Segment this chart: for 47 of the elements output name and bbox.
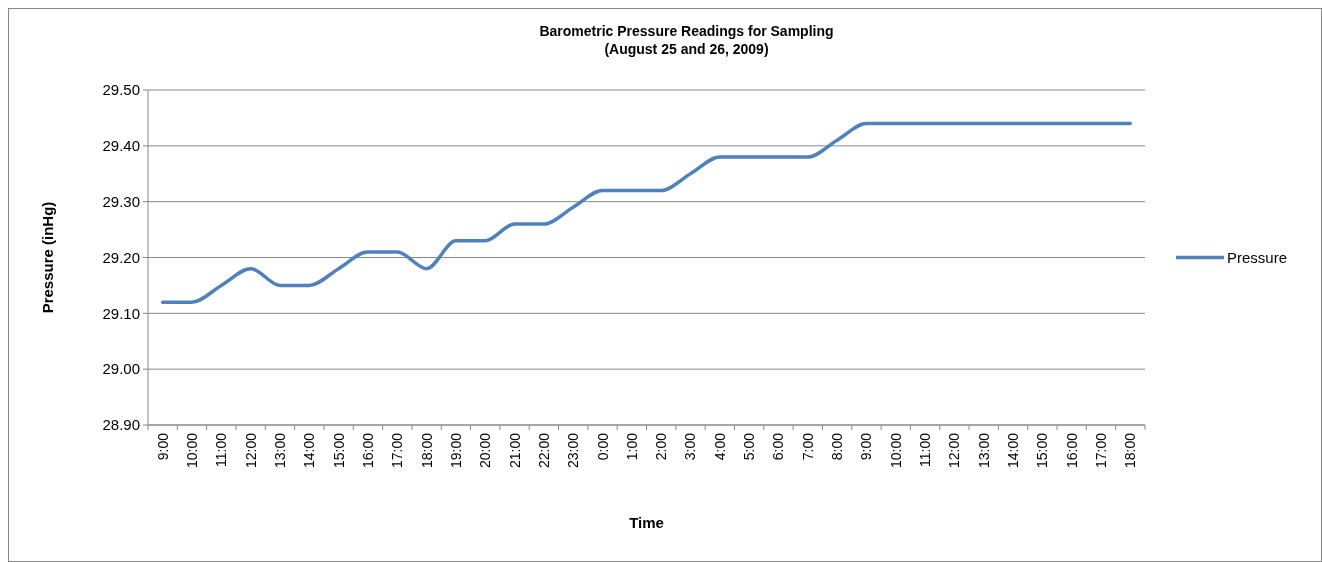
x-tick-label: 13:00 bbox=[271, 432, 288, 469]
x-tick-label: 23:00 bbox=[565, 432, 582, 469]
y-tick-label: 29.50 bbox=[102, 81, 140, 99]
x-tick-label: 22:00 bbox=[535, 432, 552, 469]
x-tick-label: 15:00 bbox=[1034, 432, 1051, 469]
x-tick-label: 17:00 bbox=[1093, 432, 1110, 469]
x-tick-label: 16:00 bbox=[359, 432, 376, 469]
x-tick-label: 4:00 bbox=[711, 432, 728, 461]
chart-subtitle: (August 25 and 26, 2009) bbox=[604, 41, 769, 57]
x-tick-label: 17:00 bbox=[389, 432, 406, 469]
y-tick-label: 29.00 bbox=[102, 360, 140, 378]
y-tick-label: 29.30 bbox=[102, 192, 140, 210]
x-tick-label: 11:00 bbox=[213, 432, 230, 467]
chart-title: Barometric Pressure Readings for Sampling bbox=[539, 23, 834, 39]
x-tick-label: 1:00 bbox=[623, 432, 640, 461]
y-tick-label: 28.90 bbox=[102, 416, 140, 434]
x-tick-label: 7:00 bbox=[799, 432, 816, 461]
x-tick-label: 0:00 bbox=[594, 432, 611, 461]
x-tick-label: 14:00 bbox=[1005, 432, 1022, 469]
y-tick-label: 29.20 bbox=[102, 248, 140, 266]
x-tick-label: 8:00 bbox=[829, 432, 846, 461]
x-tick-label: 20:00 bbox=[477, 432, 494, 469]
legend-label: Pressure bbox=[1227, 248, 1288, 266]
x-tick-label: 5:00 bbox=[741, 432, 758, 461]
x-tick-label: 14:00 bbox=[301, 432, 318, 469]
x-tick-label: 6:00 bbox=[770, 432, 787, 461]
x-tick-label: 21:00 bbox=[506, 432, 523, 469]
x-tick-label: 12:00 bbox=[946, 432, 963, 469]
y-tick-label: 29.10 bbox=[102, 304, 140, 322]
line-series bbox=[160, 121, 1133, 304]
x-tick-label: 11:00 bbox=[917, 432, 934, 467]
y-axis-title: Pressure (inHg) bbox=[39, 201, 56, 314]
x-tick-label: 16:00 bbox=[1063, 432, 1080, 469]
y-tick-label: 29.40 bbox=[102, 137, 140, 155]
x-tick-label: 10:00 bbox=[183, 432, 200, 469]
x-tick-label: 15:00 bbox=[330, 432, 347, 469]
x-tick-label: 18:00 bbox=[1122, 432, 1139, 469]
x-tick-label: 13:00 bbox=[975, 432, 992, 469]
x-axis-title: Time bbox=[629, 514, 664, 531]
x-tick-label: 3:00 bbox=[682, 432, 699, 461]
x-tick-label: 18:00 bbox=[418, 432, 435, 469]
x-tick-label: 9:00 bbox=[154, 432, 171, 461]
x-tick-label: 2:00 bbox=[653, 432, 670, 461]
x-tick-label: 19:00 bbox=[447, 432, 464, 469]
x-tick-label: 10:00 bbox=[887, 432, 904, 469]
x-tick-label: 9:00 bbox=[858, 432, 875, 461]
x-tick-label: 12:00 bbox=[242, 432, 259, 469]
